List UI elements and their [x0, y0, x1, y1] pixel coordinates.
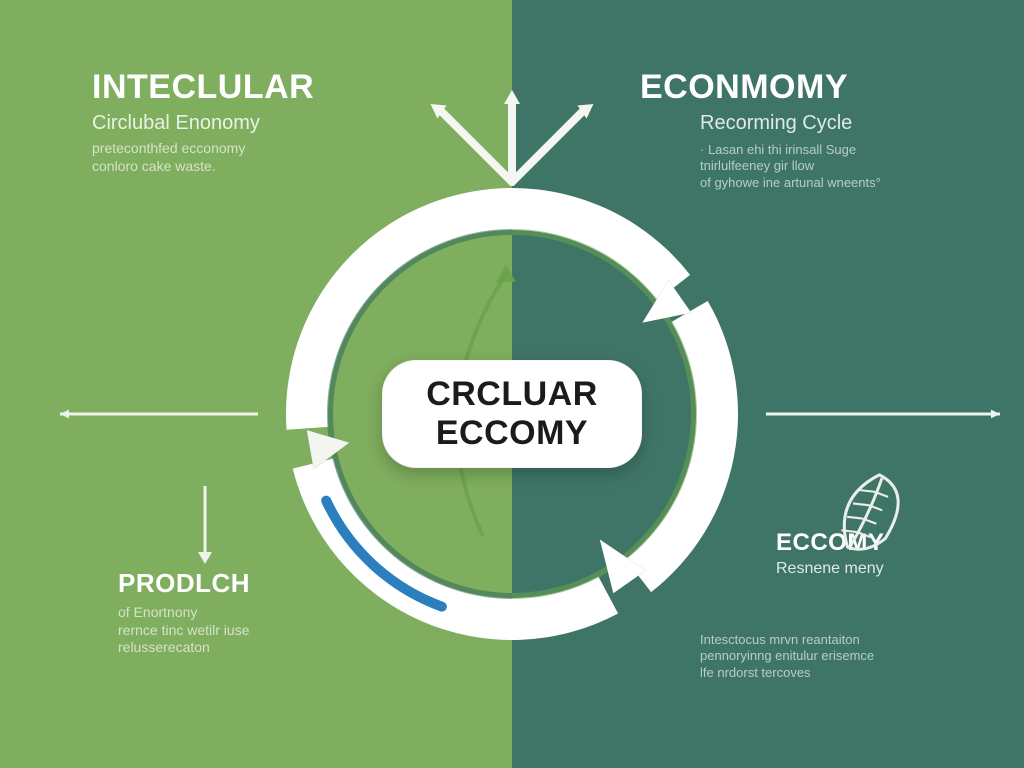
diagram-stage: INTECLULAR Circlubal Enonomy preteconthf… — [0, 0, 1024, 768]
br-body: Intesctocus mrvn reantaitonpennoryinng e… — [700, 632, 874, 681]
center-label-line1: CRCLUAR — [426, 375, 598, 414]
center-label-line2: ECCOMY — [436, 414, 588, 453]
tr-body: · Lasan ehi thi irinsall Suge tnirlulfee… — [700, 142, 881, 191]
tl-title: INTECLULAR — [92, 70, 314, 106]
tr-subtitle: Recorming Cycle — [700, 112, 852, 134]
center-label-pill: CRCLUAR ECCOMY — [382, 360, 642, 468]
tl-body: preteconthfed ecconomyconloro cake waste… — [92, 140, 245, 175]
tl-subtitle: Circlubal Enonomy — [92, 112, 260, 134]
bl-body: of Enortnonyrernce tinc wetilr iuserelus… — [118, 604, 250, 657]
bl-title: PRODLCH — [118, 570, 250, 597]
tr-title: ECONMOMY — [640, 70, 848, 106]
br-subtitle: Resnene meny — [776, 560, 884, 578]
